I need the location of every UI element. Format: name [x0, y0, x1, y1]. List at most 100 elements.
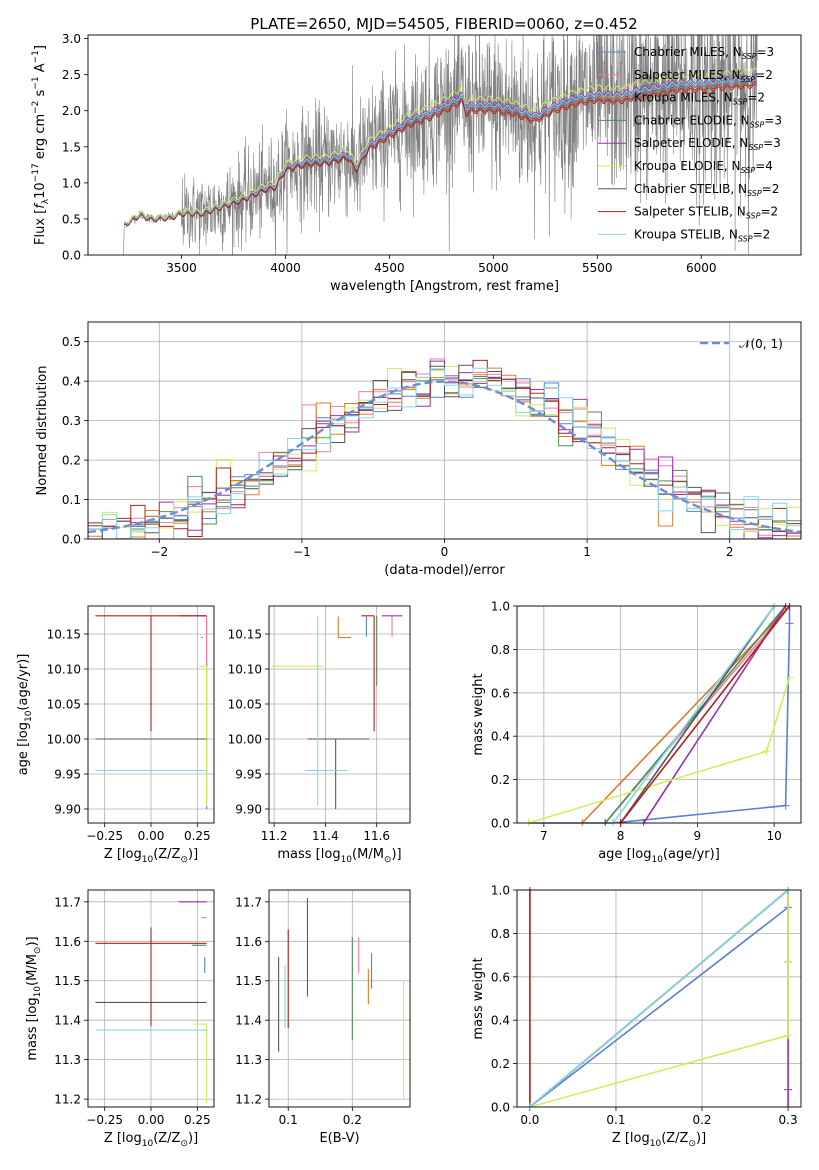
y-tick-label: 0.6: [491, 686, 510, 700]
y-tick-label: 2.0: [62, 104, 81, 118]
plot-area: [278, 897, 405, 1100]
plot-area: [271, 615, 403, 809]
y-tick-label: 11.2: [235, 1093, 262, 1107]
y-tick-label: 0.0: [62, 533, 81, 547]
y-tick-label: 10.00: [228, 733, 262, 747]
normal-reference-curve: [88, 380, 801, 534]
y-tick-label: 9.95: [235, 768, 262, 782]
cumulative-weight-line: [604, 605, 787, 824]
spectrum-panel: 3500 4000 4500 5000 5500 6000 0.0 0.5 1.0 1.5 2.0 2…: [31, 32, 802, 294]
x-tick-label: 0.1: [279, 1113, 298, 1127]
plot-area: [95, 901, 208, 1104]
y-tick-label: 0.4: [491, 730, 510, 744]
x-tick-label: −1: [293, 545, 311, 559]
x-axis-label: mass [log10(M/M⊙)]: [277, 847, 401, 865]
y-tick-label: 10.10: [47, 663, 81, 677]
cumulative-weight-line: [612, 605, 775, 824]
mass-weight-vs-Z-panel: 0.0 0.1 0.2 0.3 0.0 0.2 0.4 0.6 0.8 1.0 Z [log10(Z…: [471, 884, 802, 1149]
legend: 𝒩(0, 1): [700, 337, 783, 351]
legend-entry: Kroupa ELODIE, NSSP=4: [634, 159, 773, 175]
legend-entry: Salpeter STELIB, NSSP=2: [634, 205, 778, 221]
y-tick-label: 10.10: [228, 663, 262, 677]
y-tick-label: 0.2: [62, 454, 81, 468]
y-tick-label: 9.90: [235, 803, 262, 817]
y-tick-label: 10.15: [47, 628, 81, 642]
legend-entry: Chabrier STELIB, NSSP=2: [634, 182, 779, 198]
y-tick-label: 11.5: [235, 974, 262, 988]
weight-marker: [784, 1085, 793, 1094]
y-tick-label: 11.5: [54, 974, 81, 988]
y-tick-label: 9.95: [54, 768, 81, 782]
weight-marker: [784, 957, 793, 966]
cumulative-weight-line: [619, 605, 775, 824]
y-tick-label: 0.0: [491, 1101, 510, 1115]
y-axis-label: Normed distribution: [35, 366, 50, 496]
y-tick-label: 1.5: [62, 140, 81, 154]
y-tick-label: 0.4: [62, 375, 81, 389]
axes-frame: [268, 889, 411, 1108]
x-tick-label: 11.6: [363, 829, 390, 843]
axes-frame: [87, 889, 215, 1108]
legend-entry: 𝒩(0, 1): [739, 337, 783, 351]
mass-vs-Z-panel: −0.25 0.00 0.25 11.2 11.3 11.4 11.5 11.6 11.7 Z […: [25, 889, 215, 1149]
model-fit-line: [124, 67, 758, 224]
model-fit-line: [124, 75, 758, 225]
y-tick-label: 11.2: [54, 1093, 81, 1107]
weight-marker: [762, 747, 771, 756]
y-tick-label: 0.5: [62, 212, 81, 226]
figure-title: PLATE=2650, MJD=54505, FIBERID=0060, z=0…: [250, 15, 637, 33]
y-tick-label: 0.2: [491, 1057, 510, 1071]
y-tick-label: 10.15: [228, 628, 262, 642]
axes-frame: [87, 605, 215, 824]
legend-entry: Salpeter ELODIE, NSSP=3: [634, 136, 781, 152]
y-tick-label: 11.7: [54, 895, 81, 909]
cumulative-weight-line: [529, 890, 789, 1108]
y-tick-label: 0.8: [491, 643, 510, 657]
plot-area: [88, 358, 801, 539]
x-tick-label: 0: [441, 545, 449, 559]
x-axis-label: wavelength [Angstrom, rest frame]: [330, 279, 559, 294]
x-tick-label: 0.3: [779, 1113, 798, 1127]
y-tick-label: 0.0: [62, 249, 81, 263]
cumulative-weight-line: [528, 677, 791, 824]
model-fit-line: [124, 83, 758, 227]
y-tick-label: 11.6: [54, 935, 81, 949]
y-tick-label: 0.2: [491, 773, 510, 787]
y-tick-label: 0.1: [62, 493, 81, 507]
y-tick-label: 2.5: [62, 68, 81, 82]
y-tick-label: 11.3: [235, 1053, 262, 1067]
x-tick-label: 9: [694, 829, 702, 843]
y-tick-label: 0.3: [62, 414, 81, 428]
weight-marker: [785, 673, 794, 682]
residuals-panel: −2 −1 0 1 2 0.0 0.1 0.2 0.3 0.4 0.5 (data-model)/er…: [35, 321, 802, 578]
x-tick-label: 5000: [478, 261, 509, 275]
histogram-steps: [88, 367, 801, 539]
y-tick-label: 11.4: [235, 1014, 262, 1028]
x-tick-label: 0.25: [184, 1113, 211, 1127]
age-vs-Z-panel: −0.25 0.00 0.25 9.90 9.95 10.00 10.05 10.10 10.1…: [16, 605, 215, 865]
legend-entry: Salpeter MILES, NSSP=2: [634, 68, 773, 84]
legend-entry: Kroupa MILES, NSSP=2: [634, 91, 765, 107]
y-tick-label: 1.0: [491, 884, 510, 898]
x-tick-label: 0.2: [343, 1113, 362, 1127]
axes-frame: [516, 605, 802, 824]
x-tick-label: 6000: [686, 261, 717, 275]
y-tick-label: 0.5: [62, 335, 81, 349]
plot-area: [524, 603, 794, 826]
y-tick-label: 9.90: [54, 803, 81, 817]
x-tick-label: 2: [726, 545, 734, 559]
x-tick-label: −2: [150, 545, 168, 559]
x-tick-label: −0.25: [86, 829, 123, 843]
y-tick-label: 1.0: [491, 600, 510, 614]
x-tick-label: 10: [766, 829, 781, 843]
y-tick-label: 11.3: [54, 1053, 81, 1067]
legend-entry: Chabrier ELODIE, NSSP=3: [634, 113, 782, 129]
x-tick-label: 4000: [270, 261, 301, 275]
y-tick-label: 11.6: [235, 935, 262, 949]
x-tick-label: 8: [617, 829, 625, 843]
y-tick-label: 10.00: [47, 733, 81, 747]
axes-frame: [87, 321, 802, 540]
legend-entry: Chabrier MILES, NSSP=3: [634, 45, 774, 61]
y-axis-label: mass weight: [471, 957, 486, 1039]
